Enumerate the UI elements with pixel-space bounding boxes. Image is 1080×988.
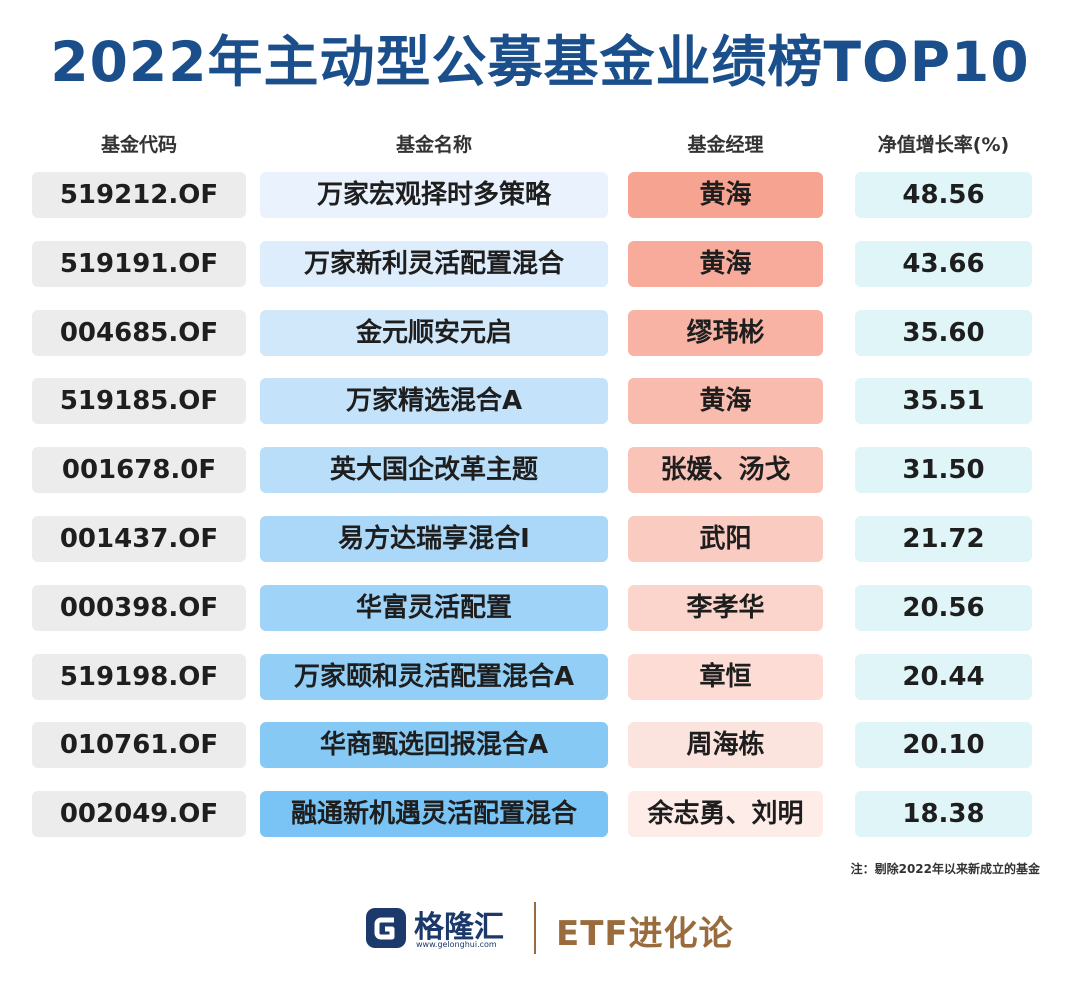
growth-rate-cell: 20.44 bbox=[855, 654, 1032, 700]
logo-url: www.gelonghui.com bbox=[416, 940, 497, 949]
fund-name-cell: 英大国企改革主题 bbox=[260, 447, 608, 493]
fund-code-cell: 000398.OF bbox=[32, 585, 246, 631]
fund-code-cell: 010761.OF bbox=[32, 722, 246, 768]
fund-code-cell: 004685.OF bbox=[32, 310, 246, 356]
fund-code-cell: 519212.OF bbox=[32, 172, 246, 218]
growth-rate-cell: 20.10 bbox=[855, 722, 1032, 768]
growth-rate-cell: 48.56 bbox=[855, 172, 1032, 218]
fund-name-cell: 万家新利灵活配置混合 bbox=[260, 241, 608, 287]
fund-code-cell: 519191.OF bbox=[32, 241, 246, 287]
header-fund-manager: 基金经理 bbox=[687, 134, 764, 156]
growth-rate-cell: 43.66 bbox=[855, 241, 1032, 287]
fund-name-cell: 融通新机遇灵活配置混合 bbox=[260, 791, 608, 837]
logo-text: 格隆汇 bbox=[414, 910, 504, 945]
fund-manager-cell: 黄海 bbox=[628, 241, 823, 287]
fund-manager-cell: 张媛、汤戈 bbox=[628, 447, 823, 493]
fund-name-cell: 易方达瑞享混合I bbox=[260, 516, 608, 562]
growth-rate-cell: 18.38 bbox=[855, 791, 1032, 837]
fund-manager-cell: 黄海 bbox=[628, 172, 823, 218]
growth-rate-cell: 35.51 bbox=[855, 378, 1032, 424]
gelonghui-logo-icon bbox=[366, 908, 406, 948]
fund-name-cell: 万家精选混合A bbox=[260, 378, 608, 424]
header-fund-code: 基金代码 bbox=[100, 134, 177, 156]
brand-name: ETF进化论 bbox=[556, 914, 734, 954]
fund-manager-cell: 周海栋 bbox=[628, 722, 823, 768]
fund-manager-cell: 李孝华 bbox=[628, 585, 823, 631]
page-title: 2022年主动型公募基金业绩榜TOP10 bbox=[50, 30, 1030, 94]
fund-manager-cell: 武阳 bbox=[628, 516, 823, 562]
fund-manager-cell: 余志勇、刘明 bbox=[628, 791, 823, 837]
fund-code-cell: 519198.OF bbox=[32, 654, 246, 700]
growth-rate-cell: 31.50 bbox=[855, 447, 1032, 493]
fund-code-cell: 002049.OF bbox=[32, 791, 246, 837]
fund-code-cell: 519185.OF bbox=[32, 378, 246, 424]
fund-manager-cell: 黄海 bbox=[628, 378, 823, 424]
fund-manager-cell: 章恒 bbox=[628, 654, 823, 700]
footer-divider bbox=[534, 902, 536, 954]
footnote: 注：剔除2022年以来新成立的基金 bbox=[850, 862, 1040, 876]
fund-manager-cell: 缪玮彬 bbox=[628, 310, 823, 356]
fund-code-cell: 001437.OF bbox=[32, 516, 246, 562]
header-fund-name: 基金名称 bbox=[395, 134, 472, 156]
fund-name-cell: 金元顺安元启 bbox=[260, 310, 608, 356]
fund-name-cell: 华富灵活配置 bbox=[260, 585, 608, 631]
header-growth-rate: 净值增长率(%) bbox=[877, 134, 1010, 156]
growth-rate-cell: 35.60 bbox=[855, 310, 1032, 356]
fund-code-cell: 001678.0F bbox=[32, 447, 246, 493]
growth-rate-cell: 21.72 bbox=[855, 516, 1032, 562]
growth-rate-cell: 20.56 bbox=[855, 585, 1032, 631]
fund-name-cell: 华商甄选回报混合A bbox=[260, 722, 608, 768]
fund-name-cell: 万家宏观择时多策略 bbox=[260, 172, 608, 218]
footer: 格隆汇 www.gelonghui.com ETF进化论 bbox=[0, 898, 1080, 958]
fund-name-cell: 万家颐和灵活配置混合A bbox=[260, 654, 608, 700]
